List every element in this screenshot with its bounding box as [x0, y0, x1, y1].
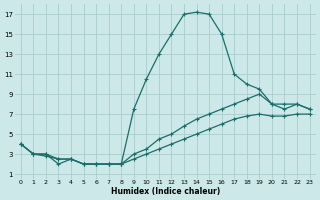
X-axis label: Humidex (Indice chaleur): Humidex (Indice chaleur) — [111, 187, 220, 196]
